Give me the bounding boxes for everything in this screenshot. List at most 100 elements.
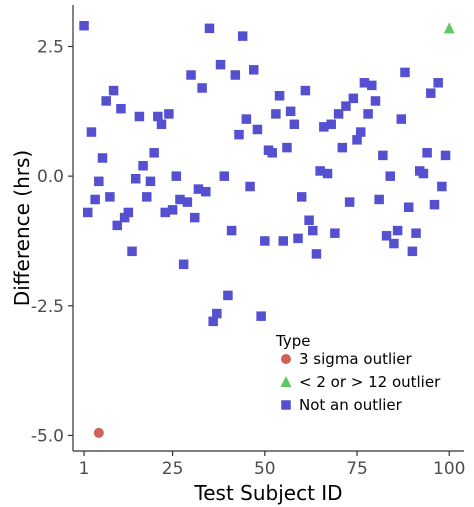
data-point: [300, 85, 311, 96]
data-point: [86, 127, 97, 137]
data-point: [426, 88, 436, 98]
data-point: [256, 311, 266, 321]
data-point: [175, 194, 185, 205]
legend-title: Type: [275, 332, 310, 350]
data-point: [112, 220, 123, 231]
data-point: [145, 176, 156, 187]
data-point: [440, 150, 451, 161]
data-point: [219, 171, 229, 181]
x-tick-label: 50: [254, 459, 276, 479]
data-point: [355, 127, 366, 137]
y-tick-label: -5.0: [31, 426, 64, 446]
y-tick-label: -2.5: [31, 297, 64, 317]
data-point: [241, 114, 252, 124]
data-point: [167, 205, 178, 215]
data-point: [201, 186, 211, 197]
x-axis-title: Test Subject ID: [193, 481, 342, 505]
data-point: [370, 96, 381, 106]
data-point: [348, 93, 359, 104]
data-point: [186, 70, 196, 80]
data-point: [433, 78, 443, 88]
data-point: [105, 192, 115, 202]
legend-swatch: [281, 400, 291, 410]
data-point: [127, 246, 137, 257]
data-point: [326, 119, 336, 130]
data-point: [171, 171, 182, 181]
data-point: [79, 20, 89, 31]
data-point: [322, 168, 333, 179]
y-tick-label: 0.0: [37, 167, 64, 187]
data-point: [134, 111, 145, 122]
data-point: [282, 142, 292, 153]
data-point: [142, 192, 152, 202]
legend: Type 3 sigma outlier < 2 or > 12 outlier N…: [275, 332, 441, 414]
data-point: [308, 225, 318, 236]
data-point: [212, 308, 222, 319]
data-point: [267, 148, 277, 158]
legend-items: 3 sigma outlier < 2 or > 12 outlier Not an…: [280, 350, 441, 414]
data-point: [304, 215, 314, 225]
data-point: [437, 181, 447, 192]
data-point: [400, 67, 410, 78]
data-point: [119, 212, 130, 223]
y-tick-label: 2.5: [37, 37, 64, 57]
data-point: [271, 109, 281, 119]
data-point: [374, 194, 384, 205]
data-point: [278, 236, 289, 246]
data-point: [123, 207, 134, 218]
data-point: [189, 212, 200, 223]
data-point: [344, 197, 355, 207]
data-point: [83, 207, 93, 218]
data-point: [311, 249, 322, 259]
legend-swatch: [280, 376, 292, 387]
data-points: [79, 20, 455, 438]
data-point: [101, 96, 111, 106]
data-point: [429, 199, 440, 210]
data-point: [164, 109, 174, 119]
data-point: [149, 148, 159, 158]
data-point: [178, 259, 189, 270]
data-point: [403, 202, 414, 213]
data-point: [337, 142, 348, 153]
data-point: [333, 109, 344, 119]
x-tick-label: 1: [79, 459, 90, 479]
data-point: [330, 228, 340, 238]
data-point: [418, 168, 429, 179]
data-point: [289, 119, 300, 130]
data-point: [396, 114, 407, 124]
legend-label: 3 sigma outlier: [299, 350, 413, 368]
data-point: [352, 135, 362, 145]
data-point: [116, 103, 126, 114]
data-point: [359, 78, 370, 88]
data-point: [378, 150, 388, 161]
data-point: [237, 31, 248, 41]
data-point: [363, 109, 373, 119]
data-point: [248, 65, 259, 75]
data-point: [274, 91, 285, 101]
data-point: [285, 106, 296, 117]
data-point: [208, 316, 218, 327]
data-point: [130, 173, 141, 184]
data-point: [160, 207, 170, 218]
y-axis-title: Difference (hrs): [10, 150, 34, 306]
data-point: [234, 129, 244, 140]
data-point: [245, 181, 255, 192]
x-tick-label: 25: [162, 459, 184, 479]
data-point: [385, 171, 395, 181]
data-point: [422, 148, 432, 158]
x-tick-label: 75: [346, 459, 368, 479]
data-point: [367, 80, 377, 91]
data-point: [389, 238, 399, 249]
data-point: [204, 23, 215, 34]
legend-swatch: [281, 354, 291, 364]
data-point: [97, 153, 108, 163]
data-point: [381, 231, 392, 241]
data-point: [260, 236, 270, 246]
data-point: [197, 83, 207, 93]
data-point: [252, 124, 263, 135]
data-point: [223, 290, 233, 301]
data-point: [407, 246, 418, 257]
data-point: [193, 184, 204, 194]
data-point: [226, 225, 237, 236]
